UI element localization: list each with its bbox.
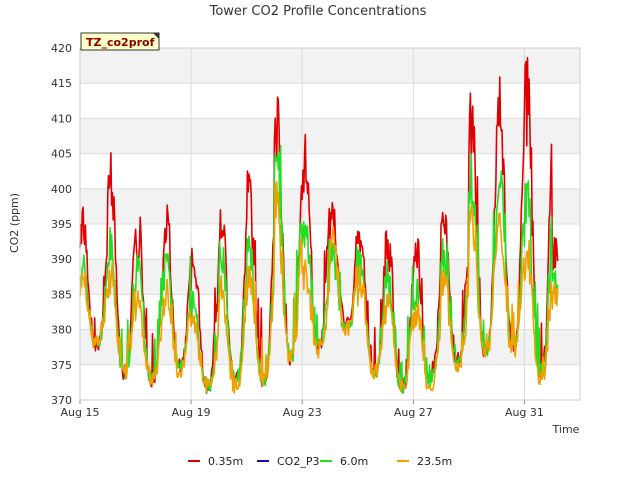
band-405-410: [80, 118, 580, 154]
legend-label-6-0m: 6.0m: [340, 455, 368, 468]
y-tick-label-390: 390: [51, 253, 72, 266]
legend: 0.35m CO2_P3 6.0m 23.5m: [188, 455, 452, 468]
dataset-tag: TZ_co2prof: [80, 32, 160, 51]
y-tick-label-380: 380: [51, 324, 72, 337]
legend-label-23-5m: 23.5m: [417, 455, 452, 468]
x-tick-label-0: Aug 15: [61, 406, 100, 419]
legend-label-CO2-P3: CO2_P3: [277, 455, 319, 468]
dataset-tag-label: TZ_co2prof: [86, 36, 155, 49]
dataset-tag-box: [80, 32, 160, 51]
y-tick-label-375: 375: [51, 359, 72, 372]
y-tick-label-405: 405: [51, 148, 72, 161]
legend-label-0-35m: 0.35m: [208, 455, 243, 468]
y-tick-label-395: 395: [51, 218, 72, 231]
y-tick-label-385: 385: [51, 288, 72, 301]
band-375-380: [80, 329, 580, 365]
x-tick-label-4: Aug 19: [172, 406, 211, 419]
band-415-420: [80, 48, 580, 84]
x-tick-label-12: Aug 27: [394, 406, 433, 419]
data-series-group: [79, 56, 559, 395]
y-tick-label-420: 420: [51, 42, 72, 55]
y-tick-label-400: 400: [51, 183, 72, 196]
x-tick-label-8: Aug 23: [283, 406, 322, 419]
chart-title: Tower CO2 Profile Concentrations: [209, 4, 427, 19]
series-line-23-5m: [79, 181, 559, 394]
axes: 370 375 380 385 390 395 400 405 410 415 420 Aug 15 A…: [51, 42, 581, 419]
plot-border: [79, 47, 581, 401]
y-tick-label-370: 370: [51, 394, 72, 407]
y-tick-label-415: 415: [51, 77, 72, 90]
dataset-tag-notch: [153, 33, 159, 39]
y-tick-label-410: 410: [51, 112, 72, 125]
x-tick-label-16: Aug 31: [505, 406, 544, 419]
x-axis-title: Time: [552, 423, 580, 436]
y-axis-title: CO2 (ppm): [8, 193, 21, 253]
